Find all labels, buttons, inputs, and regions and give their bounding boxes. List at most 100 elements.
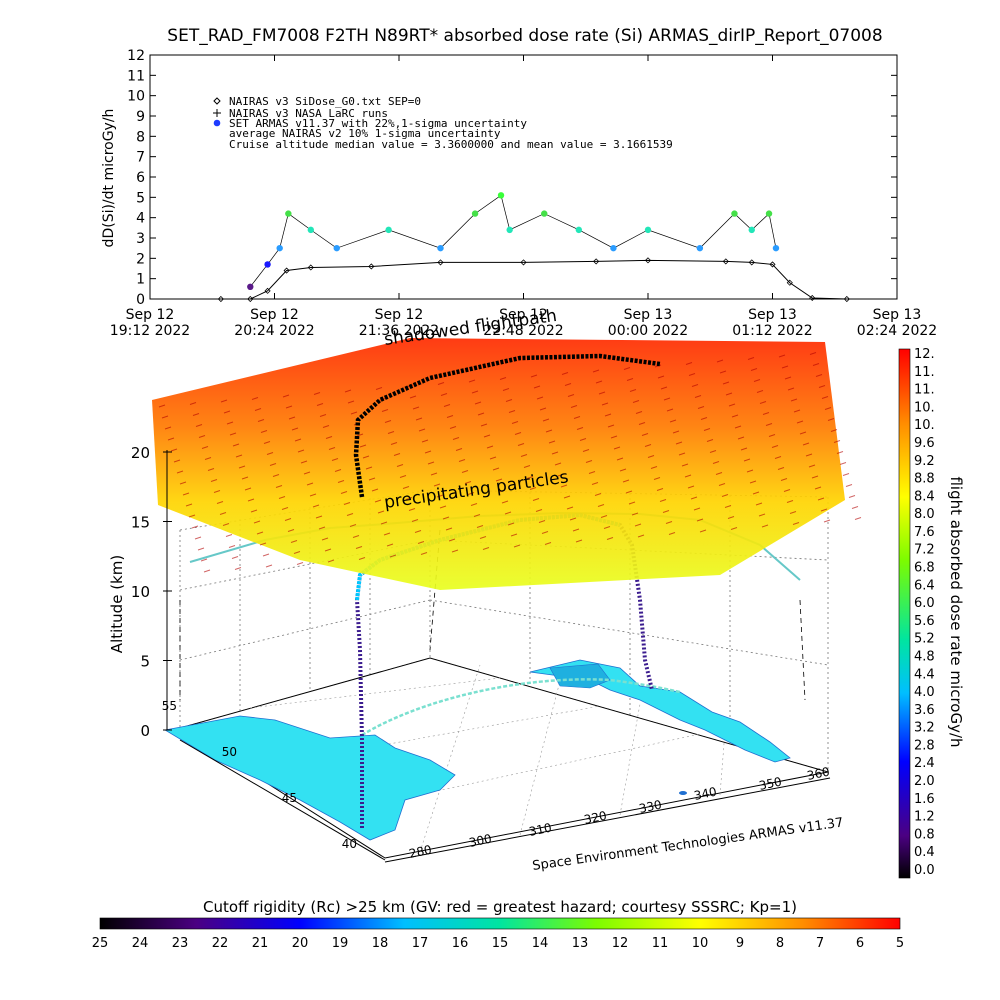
dose-tick-label: 4.8 <box>914 649 935 664</box>
particle-mark <box>780 478 788 481</box>
altitude-tick-label: 15 <box>131 514 150 532</box>
particle-mark <box>355 546 363 549</box>
nairas-point <box>748 259 755 266</box>
rigidity-tick-label: 20 <box>292 936 309 951</box>
particle-mark <box>427 461 435 465</box>
particle-mark <box>805 453 813 457</box>
particle-mark <box>719 370 727 374</box>
particle-mark <box>644 444 652 447</box>
particle-mark <box>325 436 333 439</box>
x-tick-label: 21:36 2022 <box>359 323 439 339</box>
particle-mark <box>222 523 230 526</box>
particle-mark <box>783 489 791 492</box>
particle-mark <box>851 506 859 509</box>
latitude-tick-label: 55 <box>162 699 177 713</box>
particle-sheet-texture <box>158 352 862 573</box>
particle-mark <box>201 446 209 449</box>
particle-mark <box>747 357 755 360</box>
particle-mark <box>368 477 376 481</box>
particle-mark <box>437 382 445 385</box>
particle-mark <box>523 465 531 468</box>
floor-map <box>163 659 791 841</box>
rigidity-tick-label: 24 <box>132 936 149 951</box>
particle-mark <box>709 450 717 453</box>
particle-mark <box>259 542 267 546</box>
particle-mark <box>796 420 804 424</box>
particle-mark <box>700 417 708 420</box>
particle-mark <box>567 394 575 397</box>
particle-mark <box>350 411 358 415</box>
dose-tick-label: 9.2 <box>914 454 935 469</box>
particle-mark <box>647 455 655 458</box>
nairas-line <box>220 259 847 300</box>
particle-mark <box>688 373 696 376</box>
armas-point <box>247 283 254 290</box>
particle-mark <box>399 475 407 478</box>
armas-point <box>307 226 315 234</box>
y-tick-label: 1 <box>136 272 145 288</box>
particle-mark <box>234 567 242 570</box>
particle-mark <box>820 508 828 512</box>
particle-mark <box>383 532 391 536</box>
particle-mark <box>228 545 236 548</box>
particle-mark <box>551 451 559 455</box>
particle-mark <box>476 525 484 528</box>
dose-tick-label: 11. <box>914 365 935 380</box>
particle-mark <box>179 481 187 485</box>
particle-mark <box>232 443 240 447</box>
particle-mark <box>455 448 463 451</box>
particle-mark <box>266 452 274 455</box>
armas-point <box>471 210 479 217</box>
particle-mark <box>808 464 816 468</box>
particle-mark <box>381 409 389 412</box>
y-tick-label: 4 <box>136 211 145 227</box>
particle-mark <box>219 512 227 515</box>
particle-mark <box>600 515 608 518</box>
particle-mark <box>758 513 766 517</box>
dose-tick-label: 4.4 <box>914 667 935 682</box>
nairas-point <box>217 295 224 303</box>
armas-point <box>748 226 755 234</box>
rigidity-tick-label: 25 <box>92 936 109 951</box>
particle-mark <box>226 421 234 425</box>
armas-point <box>610 244 617 252</box>
particle-mark <box>662 510 670 513</box>
particle-mark <box>839 462 847 465</box>
latitude-tick-label: 50 <box>222 745 237 759</box>
particle-mark <box>588 471 596 474</box>
particle-mark <box>343 502 351 505</box>
particle-mark <box>535 509 543 512</box>
legend-entry: average NAIRAS v2 10% 1-sigma uncertaint… <box>229 127 501 140</box>
particle-mark <box>483 434 491 438</box>
particle-mark <box>188 514 196 518</box>
legend-plus-icon <box>213 109 221 117</box>
armas-point <box>644 226 652 234</box>
particle-mark <box>510 533 518 537</box>
nairas-point <box>786 279 793 286</box>
particle-mark <box>595 380 603 384</box>
particle-mark <box>569 517 577 521</box>
particle-sheet <box>152 338 845 590</box>
particle-mark <box>306 482 314 486</box>
particle-mark <box>585 460 593 463</box>
particle-mark <box>291 427 299 431</box>
dose-colorbar-ticks: 12. 11. 11. 10. 10. 9.6 9.2 8.8 8.4 8.0 7.6 7.2 6.8 6… <box>914 347 935 878</box>
particle-mark <box>684 474 692 478</box>
particle-mark <box>824 407 832 410</box>
particle-mark <box>461 470 469 473</box>
particle-mark <box>501 500 509 504</box>
particle-mark <box>694 395 702 398</box>
particle-mark <box>623 367 631 370</box>
rigidity-tick-label: 10 <box>692 936 709 951</box>
particle-mark <box>231 556 239 559</box>
armas-point <box>437 244 444 252</box>
dose-tick-label: 9.6 <box>914 436 935 451</box>
particle-mark <box>260 430 268 433</box>
particle-mark <box>480 423 488 427</box>
particle-mark <box>724 505 732 508</box>
particle-mark <box>486 445 494 449</box>
particle-mark <box>629 389 637 392</box>
dose-tick-label: 8.8 <box>914 472 935 487</box>
particle-mark <box>449 426 457 429</box>
